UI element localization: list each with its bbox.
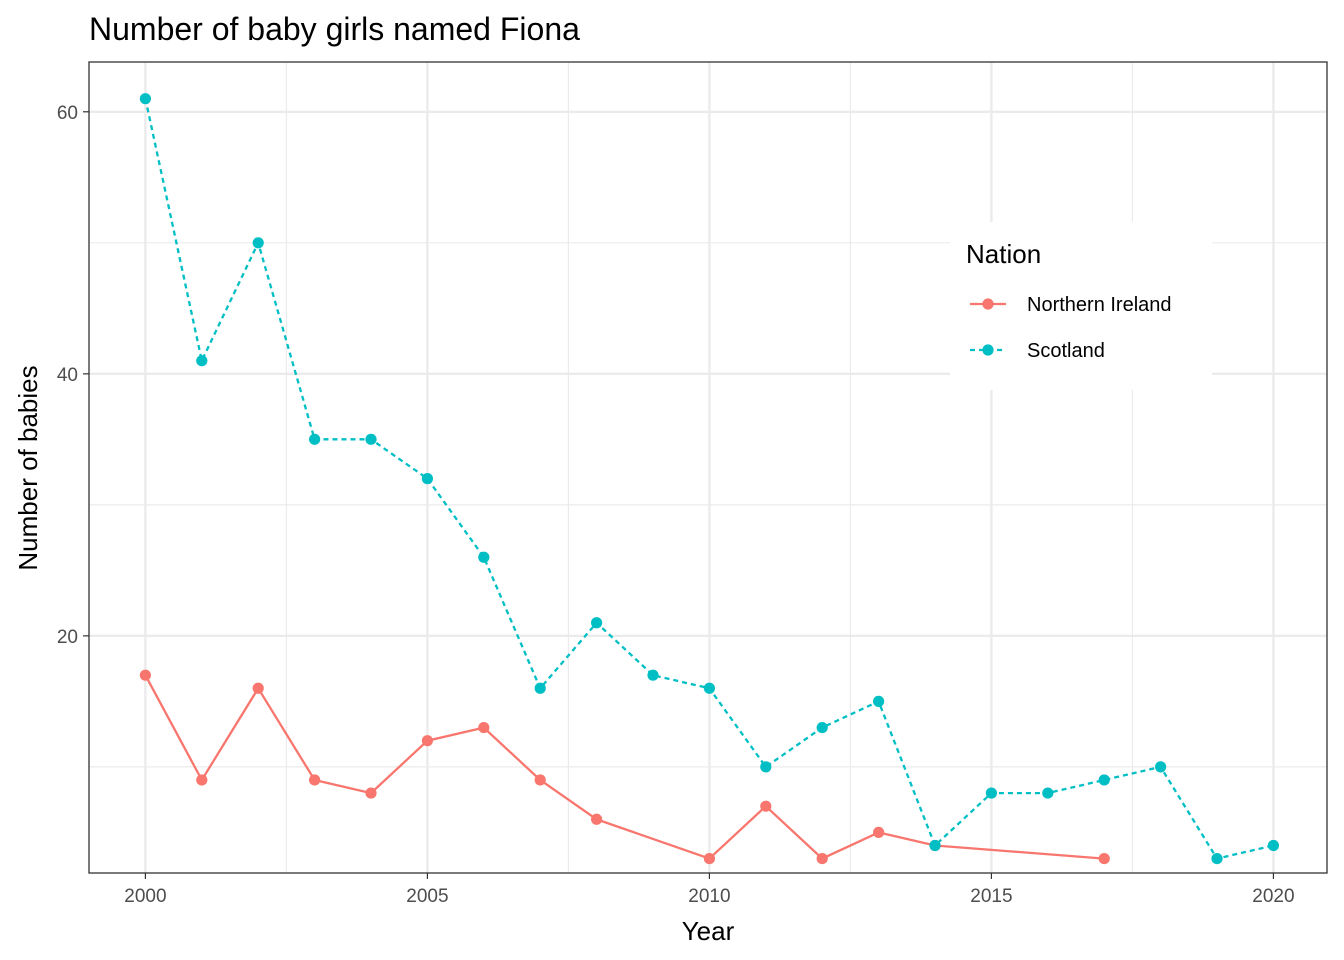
data-point-northern-ireland [760,800,772,812]
data-point-northern-ireland [421,735,434,747]
data-point-scotland [985,787,998,799]
data-point-northern-ireland [816,852,828,865]
chart-title: Number of baby girls named Fiona [89,11,580,47]
data-point-scotland [1267,839,1280,852]
legend: Nation Northern Ireland Scotland [950,222,1212,390]
data-point-scotland [1211,852,1223,865]
legend-title: Nation [966,239,1041,269]
x-tick-label: 2020 [1252,886,1294,907]
data-point-scotland [760,761,772,773]
x-tick-label: 2000 [124,886,166,907]
series-layer [139,93,1280,865]
x-tick-label: 2005 [406,886,448,907]
data-point-scotland [478,551,490,563]
data-point-northern-ireland [196,774,208,786]
minor-grid [89,62,1327,873]
legend-label-scotland: Scotland [1027,340,1105,362]
data-point-northern-ireland [1098,852,1110,865]
data-point-northern-ireland [252,682,264,694]
data-point-scotland [1042,787,1054,799]
data-point-scotland [196,355,208,367]
data-point-scotland [365,433,377,445]
y-tick-label: 40 [57,365,78,386]
data-point-scotland [816,721,828,734]
y-axis-title: Number of babies [13,365,43,570]
data-point-northern-ireland [478,721,490,734]
data-point-northern-ireland [534,774,546,786]
x-tick-label: 2015 [970,886,1012,907]
data-point-northern-ireland [365,787,377,799]
x-axis-title: Year [682,916,735,946]
data-point-scotland [139,93,152,105]
data-point-scotland [252,237,264,249]
major-grid [89,62,1327,873]
y-tick-label: 60 [57,103,78,124]
data-point-northern-ireland [873,826,885,838]
y-tick-label: 20 [57,627,78,648]
data-point-northern-ireland [591,813,603,825]
legend-background [950,222,1212,390]
data-point-northern-ireland [309,774,321,786]
legend-label-northern-ireland: Northern Ireland [1027,294,1172,316]
data-point-northern-ireland [703,852,716,865]
data-point-northern-ireland [139,669,152,681]
data-point-scotland [421,473,434,485]
x-tick-label: 2010 [688,886,730,907]
data-point-scotland [929,839,941,852]
legend-key-point-northern-ireland [982,298,994,310]
plot-panel-border [88,61,1328,874]
data-point-scotland [1155,761,1167,773]
data-point-scotland [1098,774,1110,786]
data-point-scotland [534,682,546,694]
legend-key-point-scotland [982,344,994,356]
data-point-scotland [873,695,885,707]
y-axis-ticks: 20 40 60 [57,103,89,648]
x-axis-ticks: 2000 2005 2010 2015 2020 [124,873,1295,907]
data-point-scotland [309,433,321,445]
data-point-scotland [703,682,716,694]
data-point-scotland [647,669,659,681]
data-point-scotland [591,617,603,629]
